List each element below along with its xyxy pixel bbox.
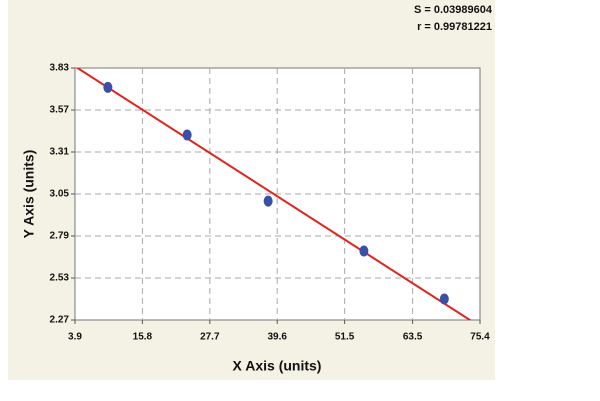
data-point [182,129,192,141]
y-tick-label: 2.79 [50,231,70,242]
x-tick-label: 3.9 [68,332,82,343]
data-point [263,195,273,207]
x-tick-label: 51.5 [335,332,355,343]
data-point [103,81,113,93]
x-tick-label: 15.8 [133,332,153,343]
x-tick-label: 39.6 [267,332,287,343]
y-tick-label: 3.57 [50,105,70,116]
x-axis-label: X Axis (units) [233,358,322,374]
y-axis-label: Y Axis (units) [21,150,37,239]
fit-line [75,68,472,320]
data-point [439,293,449,305]
y-tick-label: 3.83 [50,63,70,74]
y-tick-label: 3.31 [50,147,70,158]
annotation: S = 0.03989604 [414,4,493,16]
x-tick-label: 75.4 [470,332,490,343]
y-tick-label: 2.27 [50,315,70,326]
data-point [359,245,369,257]
annotation: r = 0.99781221 [417,21,492,33]
y-tick-label: 3.05 [50,189,70,200]
x-tick-label: 27.7 [200,332,220,343]
y-tick-label: 2.53 [50,273,70,284]
x-tick-label: 63.5 [403,332,423,343]
